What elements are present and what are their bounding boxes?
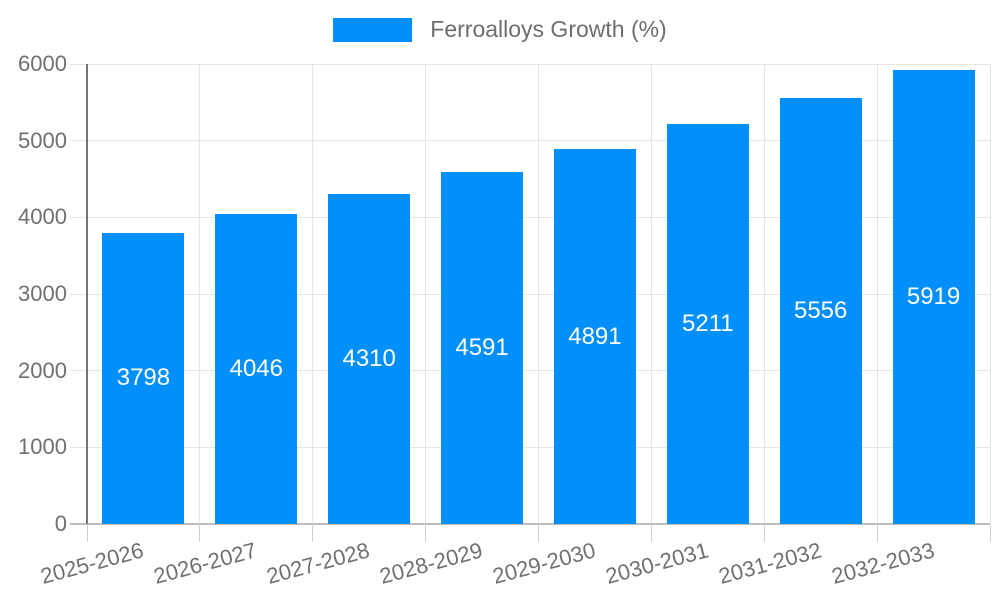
horizontal-gridline <box>70 523 990 525</box>
vertical-gridline <box>538 64 539 524</box>
bar-value-label: 4891 <box>568 322 622 350</box>
bar-value-label: 5211 <box>682 310 734 338</box>
x-tick <box>312 525 314 542</box>
y-tick-label: 5000 <box>18 127 67 153</box>
bar[interactable] <box>102 232 185 524</box>
bar[interactable] <box>779 98 862 524</box>
horizontal-gridline <box>70 293 990 295</box>
bar[interactable] <box>215 213 298 524</box>
bar-value-label: 4310 <box>342 344 396 372</box>
horizontal-gridline <box>70 216 990 218</box>
horizontal-gridline <box>70 140 990 142</box>
vertical-gridline <box>425 64 427 524</box>
horizontal-gridline <box>70 446 990 448</box>
vertical-gridline <box>876 64 878 524</box>
x-tick <box>538 525 539 542</box>
legend-label: Ferroalloys Growth (%) <box>430 16 667 42</box>
bar-value-label: 4046 <box>229 354 283 382</box>
legend-swatch <box>333 17 413 42</box>
bar-value-label: 3798 <box>116 364 171 392</box>
y-tick-label: 6000 <box>18 51 67 76</box>
y-tick-label: 0 <box>54 511 67 536</box>
bar[interactable] <box>553 149 636 524</box>
bar-value-label: 5919 <box>906 283 961 311</box>
vertical-gridline <box>763 64 765 524</box>
bar-value-label: 5556 <box>793 297 848 325</box>
horizontal-gridline <box>70 370 990 372</box>
x-tick <box>86 525 88 542</box>
vertical-gridline <box>312 64 314 524</box>
x-tick <box>989 525 991 542</box>
y-tick-label: 3000 <box>18 281 67 306</box>
x-tick <box>876 525 878 542</box>
vertical-gridline <box>989 64 991 524</box>
bar-value-label: 4591 <box>455 334 509 361</box>
x-tick <box>425 525 427 542</box>
x-tick <box>199 525 201 542</box>
y-axis-line <box>86 64 88 524</box>
legend[interactable]: Ferroalloys Growth (%) <box>0 16 1000 43</box>
y-tick-label: 1000 <box>18 434 67 460</box>
vertical-gridline <box>650 64 652 524</box>
vertical-gridline <box>199 64 201 524</box>
bar[interactable] <box>328 193 411 524</box>
bar[interactable] <box>441 172 524 524</box>
bar[interactable] <box>666 124 749 524</box>
y-tick-label: 4000 <box>18 204 67 230</box>
x-tick <box>763 525 765 542</box>
bar[interactable] <box>892 70 975 524</box>
horizontal-gridline <box>70 63 990 65</box>
x-tick <box>650 525 652 542</box>
y-tick-label: 2000 <box>18 357 67 383</box>
